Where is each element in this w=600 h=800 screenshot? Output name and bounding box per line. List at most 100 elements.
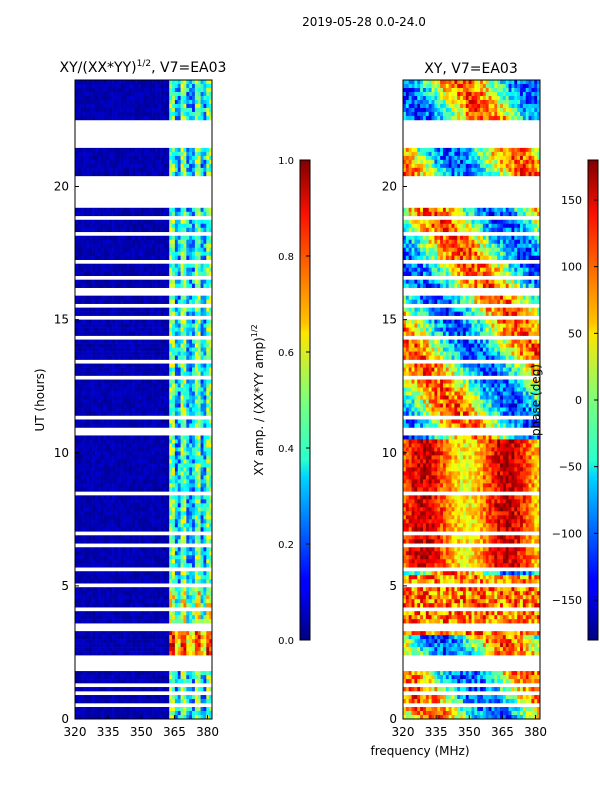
heatmap-cell-0 <box>157 355 161 360</box>
heatmap-cell-0 <box>123 247 127 253</box>
heatmap-cell-0 <box>126 511 130 516</box>
heatmap-cell-0 <box>209 475 213 480</box>
heatmap-cell-0 <box>200 307 204 312</box>
heatmap-cell-0 <box>209 363 213 368</box>
heatmap-cell-0 <box>146 159 150 165</box>
heatmap-cell-0 <box>209 379 213 384</box>
heatmap-cell-0 <box>183 639 187 644</box>
heatmap-cell-0 <box>192 99 196 105</box>
heatmap-cell-0 <box>129 343 133 348</box>
heatmap-cell-0 <box>206 559 210 564</box>
heatmap-cell-0 <box>80 467 84 472</box>
heatmap-cell-0 <box>177 219 181 225</box>
heatmap-cell-0 <box>160 515 164 520</box>
heatmap-cell-0 <box>112 563 116 568</box>
heatmap-cell-0 <box>123 251 127 257</box>
heatmap-cell-0 <box>149 355 153 360</box>
heatmap-cell-0 <box>117 619 121 624</box>
heatmap-cell-0 <box>86 167 90 173</box>
heatmap-cell-0 <box>97 347 101 352</box>
heatmap-cell-0 <box>137 631 141 636</box>
heatmap-cell-0 <box>192 223 196 229</box>
heatmap-cell-0 <box>169 635 173 640</box>
heatmap-cell-0 <box>197 535 201 540</box>
heatmap-cell-0 <box>172 411 176 416</box>
heatmap-cell-0 <box>186 351 190 356</box>
heatmap-cell-0 <box>112 339 116 344</box>
heatmap-cell-0 <box>149 571 153 576</box>
heatmap-cell-0 <box>86 555 90 560</box>
heatmap-cell-0 <box>183 435 187 440</box>
heatmap-cell-0 <box>80 499 84 504</box>
heatmap-cell-0 <box>75 159 79 165</box>
heatmap-cell-0 <box>114 267 119 272</box>
heatmap-cell-0 <box>140 383 144 388</box>
heatmap-cell-0 <box>152 107 156 113</box>
heatmap-cell-0 <box>183 511 187 516</box>
heatmap-cell-0 <box>100 591 104 596</box>
heatmap-cell-0 <box>166 611 170 616</box>
heatmap-cell-0 <box>100 307 104 312</box>
heatmap-cell-0 <box>140 147 144 153</box>
heatmap-cell-0 <box>126 515 130 520</box>
heatmap-cell-0 <box>183 243 187 249</box>
heatmap-cell-0 <box>189 475 193 480</box>
heatmap-cell-0 <box>174 219 179 225</box>
heatmap-cell-0 <box>163 299 167 304</box>
heatmap-cell-0 <box>112 407 116 412</box>
heatmap-cell-0 <box>163 575 167 580</box>
heatmap-cell-0 <box>83 219 87 225</box>
heatmap-cell-0 <box>163 523 167 528</box>
heatmap-cell-0 <box>180 619 184 624</box>
heatmap-cell-0 <box>100 235 104 241</box>
heatmap-cell-0 <box>169 207 173 213</box>
heatmap-cell-0 <box>114 603 119 608</box>
heatmap-cell-0 <box>140 635 144 640</box>
heatmap-cell-0 <box>197 267 201 272</box>
heatmap-cell-0 <box>194 247 199 253</box>
heatmap-cell-0 <box>160 575 164 580</box>
heatmap-cell-0 <box>206 151 210 157</box>
heatmap-cell-0 <box>140 443 144 448</box>
heatmap-cell-0 <box>103 83 107 89</box>
heatmap-cell-0 <box>174 227 179 233</box>
heatmap-cell-0 <box>106 603 110 608</box>
heatmap-cell-0 <box>100 571 104 576</box>
heatmap-cell-0 <box>89 307 93 312</box>
heatmap-cell-0 <box>86 475 90 480</box>
heatmap-cell-0 <box>117 387 121 392</box>
heatmap-cell-0 <box>194 615 199 620</box>
heatmap-cell-0 <box>197 439 201 444</box>
heatmap-cell-0 <box>126 343 130 348</box>
heatmap-cell-0 <box>83 639 87 644</box>
heatmap-cell-0 <box>77 295 81 300</box>
heatmap-cell-0 <box>189 263 193 268</box>
heatmap-cell-0 <box>180 579 184 584</box>
heatmap-cell-0 <box>157 631 161 636</box>
heatmap-cell-0 <box>192 475 196 480</box>
heatmap-cell-0 <box>174 271 179 276</box>
heatmap-cell-0 <box>92 151 96 157</box>
heatmap-cell-0 <box>114 355 119 360</box>
heatmap-cell-0 <box>103 475 107 480</box>
heatmap-cell-0 <box>94 615 99 620</box>
heatmap-cell-0 <box>132 479 136 484</box>
heatmap-cell-0 <box>86 419 90 424</box>
heatmap-cell-0 <box>160 147 164 153</box>
heatmap-cell-0 <box>172 515 176 520</box>
heatmap-cell-0 <box>137 443 141 448</box>
heatmap-cell-0 <box>100 499 104 504</box>
heatmap-cell-0 <box>140 267 144 272</box>
heatmap-cell-0 <box>75 535 79 540</box>
heatmap-cell-0 <box>180 463 184 468</box>
heatmap-cell-0 <box>160 475 164 480</box>
heatmap-cell-0 <box>189 411 193 416</box>
heatmap-cell-0 <box>120 343 124 348</box>
heatmap-cell-0 <box>192 147 196 153</box>
heatmap-cell-0 <box>194 407 199 412</box>
heatmap-cell-0 <box>140 151 144 157</box>
heatmap-cell-0 <box>134 455 139 460</box>
heatmap-cell-0 <box>160 639 164 644</box>
heatmap-cell-0 <box>174 539 179 544</box>
